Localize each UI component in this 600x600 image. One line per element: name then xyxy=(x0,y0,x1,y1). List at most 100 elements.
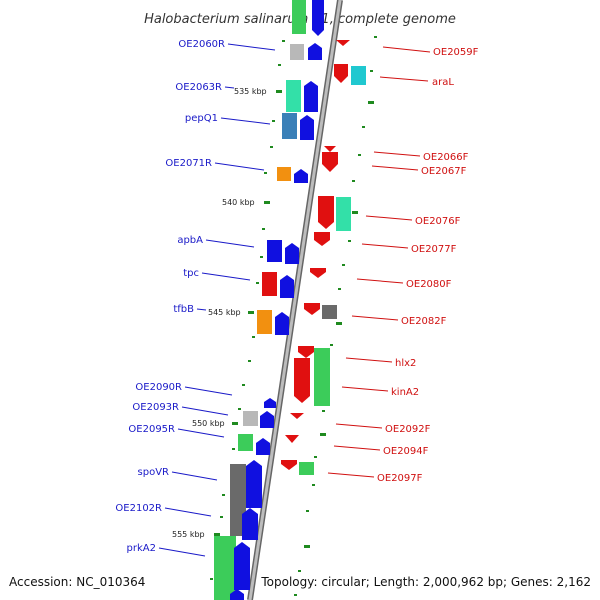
left-gene-labels: OE2060R OE2063R pepQ1 OE2071R apbA tpc t… xyxy=(115,39,276,557)
gene-green xyxy=(292,0,306,34)
gene-arrow-red xyxy=(324,146,336,152)
gene-label-text[interactable]: kinA2 xyxy=(391,387,419,398)
gene-arrow-blue xyxy=(275,312,289,335)
gene-label-text[interactable]: pepQ1 xyxy=(185,113,218,124)
gene-label[interactable]: OE2094F xyxy=(333,445,429,457)
scale-mark-label: 535 kbp xyxy=(234,87,267,96)
gene-label[interactable]: OE2059F xyxy=(382,46,479,58)
gene-arrow-blue xyxy=(246,460,262,508)
gene-orange xyxy=(277,167,291,181)
gene-label-text[interactable]: apbA xyxy=(177,235,203,246)
gene-label-text[interactable]: spoVR xyxy=(138,467,170,478)
gene-label-text[interactable]: OE2090R xyxy=(135,382,182,393)
gene-steel xyxy=(282,113,297,139)
gene-arrow-blue xyxy=(280,275,294,298)
gene-arrow-blue xyxy=(294,169,308,183)
gene-label[interactable]: prkA2 xyxy=(127,543,206,557)
gene-label[interactable]: OE2060R xyxy=(178,39,276,51)
gene-green xyxy=(214,536,236,600)
gene-label-text[interactable]: OE2067F xyxy=(421,166,467,177)
gene-arrow-blue xyxy=(304,81,318,112)
scale-mark: 555 kbp xyxy=(172,530,220,539)
scale-mark-label: 550 kbp xyxy=(192,419,225,428)
gene-label-text[interactable]: OE2095R xyxy=(128,424,175,435)
gene-label[interactable]: OE2102R xyxy=(115,503,212,517)
gene-orange xyxy=(257,310,272,334)
gene-arrow-red xyxy=(310,268,326,278)
gene-red xyxy=(262,272,277,296)
gene-label-text[interactable]: OE2092F xyxy=(385,424,431,435)
gene-arrow-blue xyxy=(285,243,299,264)
gene-green xyxy=(238,434,253,451)
gene-arrow-blue xyxy=(300,115,314,140)
gene-label[interactable]: apbA xyxy=(177,235,255,248)
gene-label-text[interactable]: araL xyxy=(432,77,454,88)
gene-label-text[interactable]: prkA2 xyxy=(127,543,156,554)
gene-label[interactable]: OE2080F xyxy=(356,278,452,290)
scale-mark-label: 545 kbp xyxy=(208,308,241,317)
right-strand-genes xyxy=(281,40,366,475)
gene-label[interactable]: OE2082F xyxy=(351,315,447,327)
gene-label-text[interactable]: OE2077F xyxy=(411,244,457,255)
gene-label-text[interactable]: OE2097F xyxy=(377,473,423,484)
gene-label[interactable]: araL xyxy=(379,76,454,88)
gene-label[interactable]: OE2092F xyxy=(335,423,431,435)
gene-arrow-blue xyxy=(260,411,274,428)
gene-label[interactable]: pepQ1 xyxy=(185,113,271,125)
gene-teal xyxy=(286,80,301,112)
gene-arrow-blue xyxy=(234,542,250,590)
gene-label[interactable]: tfbB xyxy=(173,304,207,315)
gene-label-text[interactable]: OE2060R xyxy=(178,39,225,50)
gene-arrow-blue xyxy=(308,43,322,60)
gene-arrow-blue xyxy=(230,589,244,600)
gene-cyan xyxy=(351,66,366,85)
gene-label[interactable]: spoVR xyxy=(138,467,218,481)
gene-label-text[interactable]: OE2082F xyxy=(401,316,447,327)
gene-label[interactable]: tpc xyxy=(183,268,251,281)
gene-label-text[interactable]: hlx2 xyxy=(395,358,416,369)
gene-arrow-red xyxy=(304,303,320,315)
gene-label[interactable]: OE2090R xyxy=(135,382,233,396)
gene-label-text[interactable]: OE2071R xyxy=(165,158,212,169)
gene-label[interactable]: OE2097F xyxy=(327,472,423,484)
gene-label-text[interactable]: OE2066F xyxy=(423,152,469,163)
gene-arrow-red xyxy=(285,435,299,443)
genome-summary: Topology: circular; Length: 2,000,962 bp… xyxy=(260,575,591,589)
gene-label[interactable]: OE2071R xyxy=(165,158,265,171)
gene-arrow-red xyxy=(336,40,350,46)
gene-label-text[interactable]: OE2080F xyxy=(406,279,452,290)
gene-label-text[interactable]: tfbB xyxy=(173,304,194,315)
gene-label-text[interactable]: OE2076F xyxy=(415,216,461,227)
gene-label-text[interactable]: OE2063R xyxy=(175,82,222,93)
scale-mark: 545 kbp xyxy=(208,308,254,317)
gene-arrow-red xyxy=(298,346,314,358)
gene-grey xyxy=(290,44,304,60)
scale-marks: 535 kbp 540 kbp 545 kbp 550 kbp 555 kbp xyxy=(172,87,282,539)
gene-label-text[interactable]: OE2059F xyxy=(433,47,479,58)
gene-arrow-red xyxy=(290,413,304,419)
gene-label[interactable]: OE2093R xyxy=(132,402,229,416)
gene-arrow-red xyxy=(281,460,297,470)
gene-label[interactable]: OE2077F xyxy=(361,243,457,255)
gene-label[interactable]: hlx2 xyxy=(345,357,416,369)
gene-arrow-blue xyxy=(264,398,276,408)
gene-label[interactable]: OE2067F xyxy=(371,165,467,177)
gene-green xyxy=(299,462,314,475)
gene-label[interactable]: OE2063R xyxy=(175,82,235,93)
gene-label-text[interactable]: OE2102R xyxy=(115,503,162,514)
gene-label[interactable]: kinA2 xyxy=(341,386,419,398)
gene-label-text[interactable]: OE2093R xyxy=(132,402,179,413)
gene-label-text[interactable]: tpc xyxy=(183,268,199,279)
scale-mark-label: 555 kbp xyxy=(172,530,205,539)
left-strand-genes xyxy=(214,0,324,600)
gene-label[interactable]: OE2066F xyxy=(373,151,469,163)
gene-arrow-blue xyxy=(242,508,258,540)
gene-label[interactable]: OE2095R xyxy=(128,424,225,438)
gene-label[interactable]: OE2076F xyxy=(365,215,461,227)
scale-mark: 535 kbp xyxy=(234,87,282,96)
gene-blue xyxy=(267,240,282,262)
right-gene-labels: OE2059F araL OE2066F OE2067F OE2076F OE2… xyxy=(327,46,479,484)
gene-label-text[interactable]: OE2094F xyxy=(383,446,429,457)
